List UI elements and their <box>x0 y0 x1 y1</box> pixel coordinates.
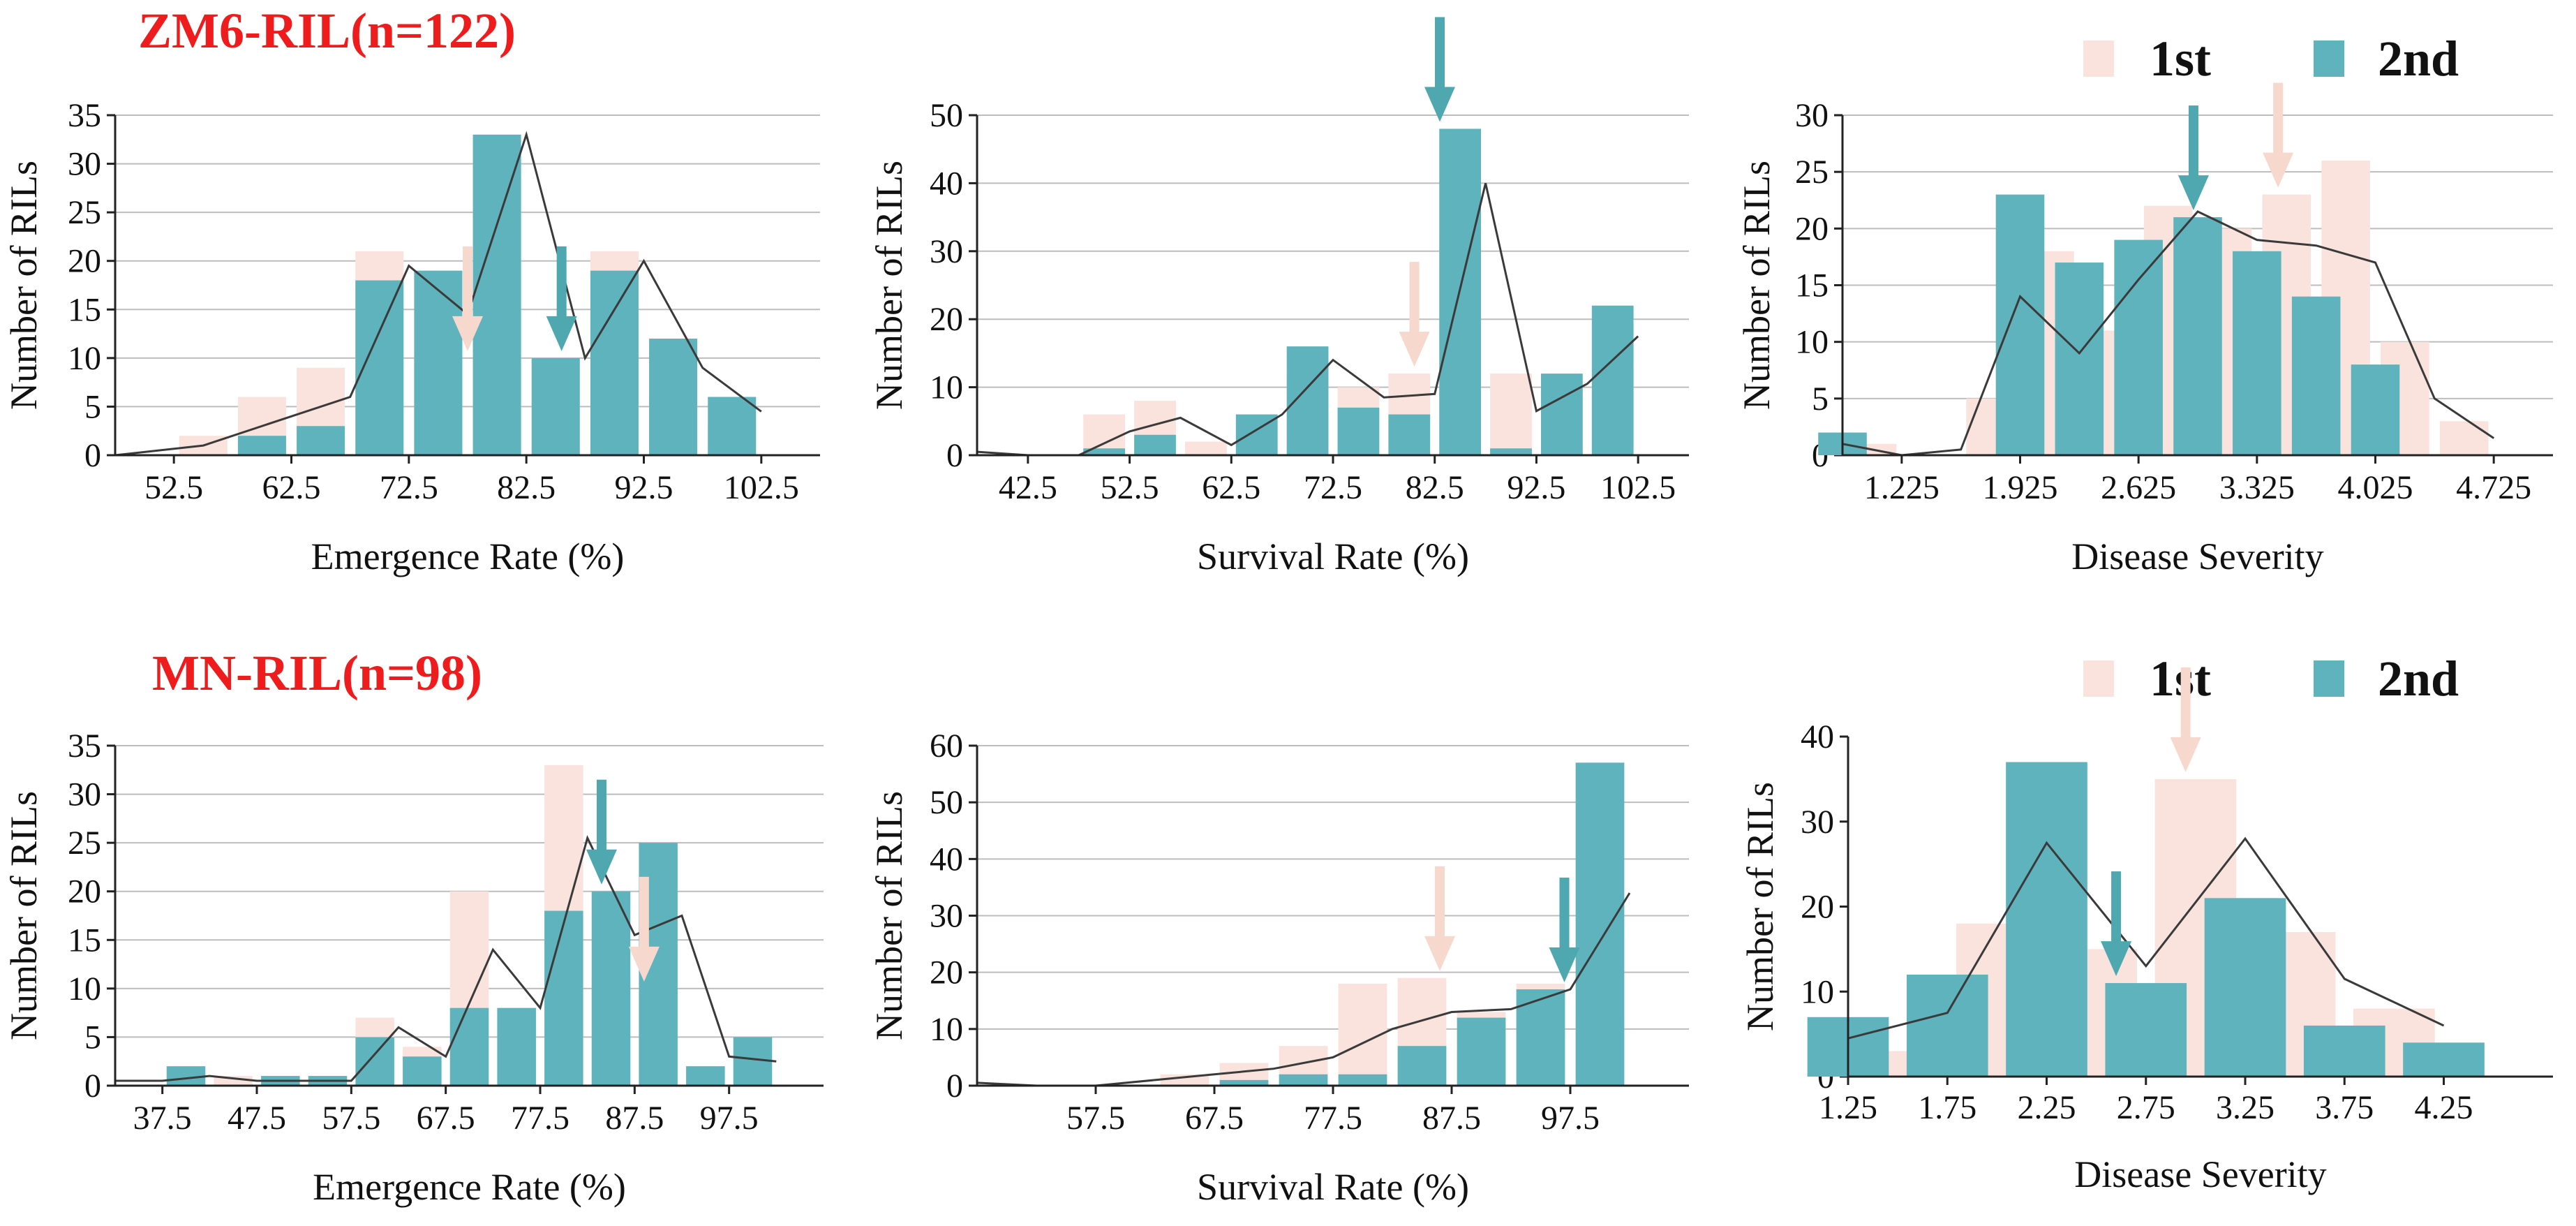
population-title-zm6: ZM6-RIL(n=122) <box>138 3 516 59</box>
arrow-shaft-2nd <box>556 246 567 318</box>
population-title-mn: MN-RIL(n=98) <box>152 645 482 701</box>
bar-2nd <box>590 270 639 455</box>
legend-bottom: 1st 2nd <box>2083 653 2474 709</box>
y-tick-label: 35 <box>68 97 101 134</box>
legend-swatch-1st <box>2083 40 2114 77</box>
y-axis-label: Number of RILs <box>3 161 45 410</box>
y-tick-label: 20 <box>68 243 101 280</box>
legend-swatch-2nd <box>2314 660 2344 697</box>
arrow-head-2nd <box>546 316 577 351</box>
bar-2nd <box>531 357 580 455</box>
x-tick-label: 62.5 <box>262 469 321 506</box>
bar-2nd <box>649 339 698 455</box>
x-axis-label: Emergence Rate (%) <box>311 536 625 577</box>
x-tick-label: 72.5 <box>380 469 438 506</box>
bar-2nd <box>237 436 286 455</box>
arrow-head-1st <box>452 316 483 351</box>
bar-2nd <box>414 270 463 455</box>
legend-label-1st: 1st <box>2150 651 2211 707</box>
legend-top: 1st 2nd <box>2083 34 2474 89</box>
bar-2nd <box>708 397 757 455</box>
y-tick-label: 30 <box>68 146 101 183</box>
bar-2nd <box>297 426 345 455</box>
x-tick-label: 92.5 <box>615 469 673 506</box>
x-tick-label: 52.5 <box>144 469 203 506</box>
legend-label-2nd: 2nd <box>2378 31 2459 87</box>
bar-2nd <box>472 134 521 456</box>
y-tick-label: 5 <box>84 388 101 425</box>
legend-label-2nd: 2nd <box>2378 651 2459 707</box>
legend-label-1st: 1st <box>2150 31 2211 87</box>
x-tick-label: 82.5 <box>497 469 556 506</box>
y-tick-label: 15 <box>68 291 101 328</box>
x-tick-label: 102.5 <box>724 469 799 506</box>
arrow-shaft-1st <box>463 246 472 318</box>
y-tick-label: 0 <box>84 437 101 474</box>
legend-swatch-2nd <box>2314 40 2344 77</box>
y-tick-label: 25 <box>68 194 101 231</box>
y-tick-label: 10 <box>68 340 101 377</box>
legend-swatch-1st <box>2083 660 2114 697</box>
